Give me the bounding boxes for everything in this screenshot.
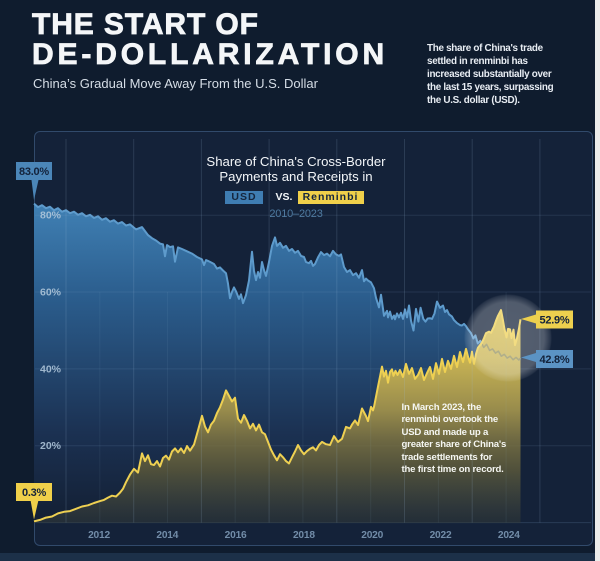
svg-text:83.0%: 83.0% [19,166,49,178]
svg-text:2020: 2020 [361,530,383,541]
svg-text:40%: 40% [40,363,62,375]
svg-text:60%: 60% [40,287,62,299]
svg-text:2024: 2024 [498,530,520,541]
svg-text:2016: 2016 [225,530,247,541]
svg-text:2014: 2014 [156,530,178,541]
svg-text:2022: 2022 [430,530,452,541]
svg-text:20%: 20% [40,440,62,452]
svg-text:42.8%: 42.8% [540,354,570,366]
svg-text:2012: 2012 [88,530,110,541]
svg-text:0.3%: 0.3% [22,487,47,499]
svg-text:80%: 80% [40,210,62,222]
svg-text:52.9%: 52.9% [540,315,570,327]
svg-text:2018: 2018 [293,530,315,541]
